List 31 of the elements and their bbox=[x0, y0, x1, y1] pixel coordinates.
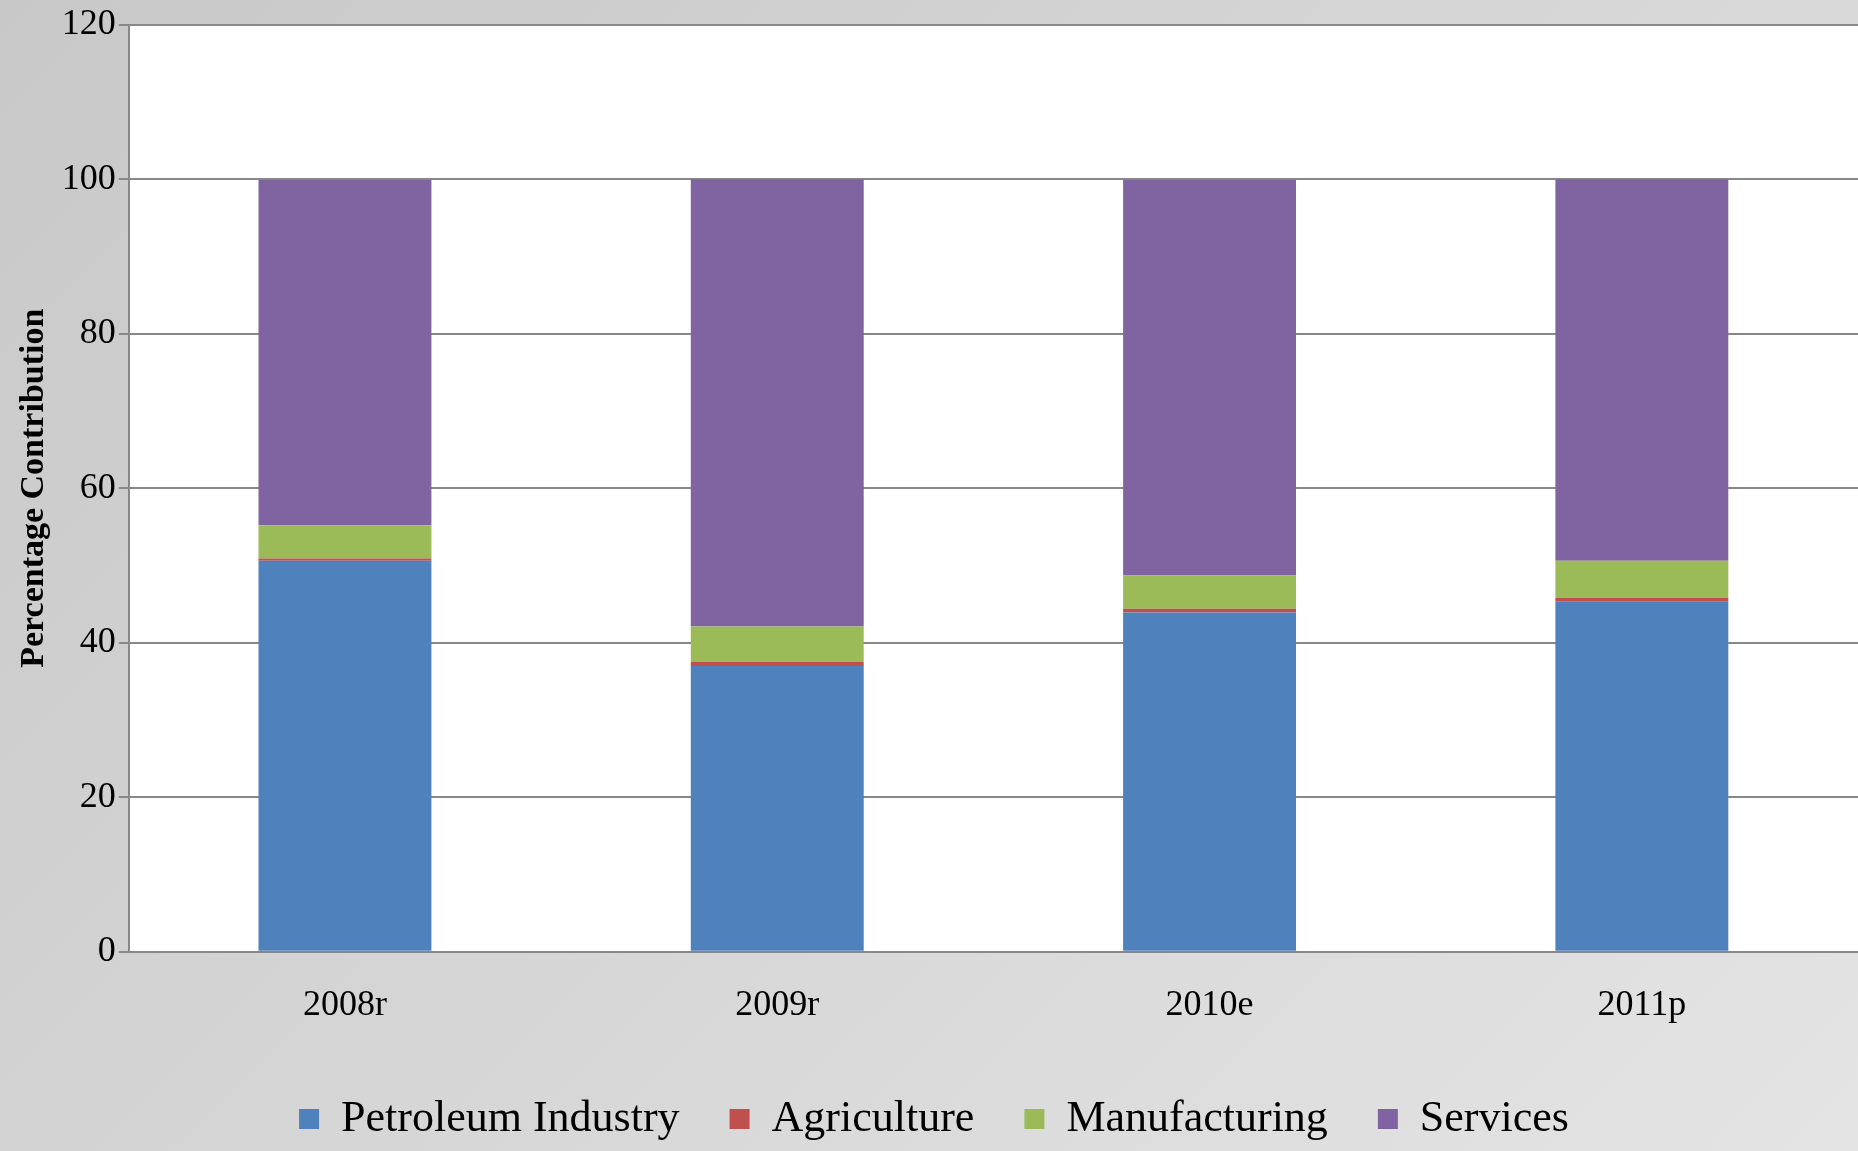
x-tick-label: 2008r bbox=[302, 982, 387, 1023]
bar bbox=[258, 560, 432, 951]
bar bbox=[690, 626, 864, 663]
bar bbox=[1555, 560, 1729, 598]
x-tick-label: 2009r bbox=[735, 982, 820, 1023]
bar bbox=[1123, 612, 1297, 951]
y-tick-label: 40 bbox=[79, 620, 116, 661]
bar bbox=[1555, 179, 1729, 561]
legend-label: Manufacturing bbox=[1066, 1091, 1328, 1141]
legend-label: Petroleum Industry bbox=[341, 1091, 680, 1141]
bar bbox=[1123, 575, 1297, 609]
bar bbox=[1123, 608, 1297, 613]
bar bbox=[1555, 601, 1729, 951]
bar bbox=[690, 179, 864, 627]
y-tick-label: 80 bbox=[79, 311, 116, 352]
x-tick-label: 2010e bbox=[1165, 982, 1254, 1023]
y-tick-label: 60 bbox=[79, 465, 116, 506]
bar bbox=[1123, 179, 1297, 576]
y-tick-label: 120 bbox=[61, 2, 116, 43]
bar bbox=[1555, 597, 1729, 602]
y-tick-label: 0 bbox=[97, 929, 116, 970]
bar bbox=[258, 525, 432, 559]
bar bbox=[690, 662, 864, 666]
x-tick-label: 2011p bbox=[1597, 982, 1687, 1023]
y-tick-label: 20 bbox=[79, 774, 116, 815]
y-axis-title: Percentage Contribution bbox=[13, 308, 51, 668]
y-tick-label: 100 bbox=[61, 156, 116, 197]
legend-label: Agriculture bbox=[771, 1091, 975, 1141]
legend-label: Services bbox=[1419, 1091, 1569, 1141]
bar bbox=[690, 665, 864, 951]
bar bbox=[258, 179, 432, 526]
